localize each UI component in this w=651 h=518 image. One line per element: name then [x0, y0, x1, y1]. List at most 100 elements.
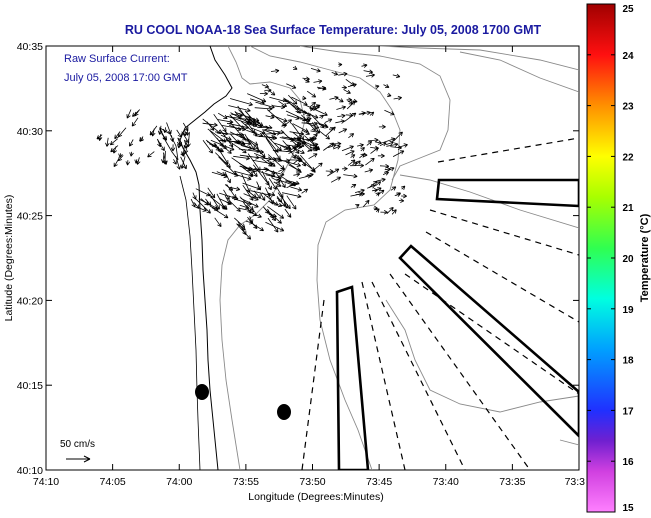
colorbar-tick-label: 20	[622, 254, 634, 265]
current-vector	[297, 108, 319, 119]
current-vector	[319, 114, 324, 119]
y-tick-label: 40:35	[17, 41, 43, 53]
current-vector	[217, 112, 228, 119]
current-vector	[344, 112, 357, 122]
colorbar-tick-label: 22	[622, 152, 634, 163]
current-vector	[290, 186, 303, 192]
current-vector	[305, 172, 314, 178]
current-vector	[215, 152, 231, 168]
current-vector	[237, 207, 255, 214]
current-vector	[267, 208, 274, 219]
x-tick-label: 73:3	[565, 476, 586, 488]
current-vector	[305, 122, 320, 129]
current-vector	[182, 122, 189, 132]
current-vector	[363, 69, 374, 74]
current-vector	[285, 119, 292, 126]
current-vector	[259, 91, 269, 96]
current-vector	[241, 173, 251, 193]
current-vector	[242, 184, 254, 201]
current-vector	[265, 187, 274, 205]
current-vector	[308, 153, 318, 160]
y-tick-label: 40:20	[17, 295, 43, 307]
colorbar-tick-label: 25	[622, 4, 634, 15]
current-vector	[324, 118, 333, 123]
current-vector	[268, 178, 277, 190]
current-vector	[139, 136, 144, 142]
current-vector	[285, 160, 302, 173]
current-vector	[327, 143, 337, 149]
current-vector	[228, 105, 251, 113]
current-vector	[286, 146, 297, 153]
current-vector	[294, 141, 302, 147]
current-vector	[350, 184, 357, 189]
current-vector	[304, 104, 328, 116]
current-vector	[392, 73, 401, 79]
current-vector	[338, 62, 343, 67]
current-vector	[284, 208, 292, 218]
current-vector	[192, 192, 197, 200]
current-vector	[113, 159, 119, 168]
current-vector	[234, 111, 260, 122]
current-vector	[207, 128, 227, 143]
current-vector	[105, 137, 110, 147]
current-vector	[195, 188, 211, 197]
current-vector	[382, 171, 390, 176]
current-vector	[214, 144, 223, 153]
current-vector	[384, 109, 395, 116]
current-vector	[261, 83, 270, 89]
current-vector	[304, 116, 312, 122]
current-vector	[118, 153, 123, 158]
current-vector	[260, 156, 272, 161]
current-vector	[335, 119, 345, 124]
current-vector	[247, 93, 267, 103]
x-tick-label: 74:05	[99, 476, 125, 488]
current-vector	[282, 140, 291, 150]
current-vector	[276, 196, 283, 203]
current-vector	[244, 110, 256, 123]
colorbar-tick-label: 16	[622, 457, 634, 468]
current-vector	[338, 71, 348, 77]
current-vector	[314, 162, 323, 170]
current-vector	[307, 137, 315, 142]
current-vector	[169, 135, 175, 142]
current-vector	[236, 142, 261, 153]
current-vector	[231, 157, 251, 172]
current-vector	[343, 89, 351, 94]
current-vector	[292, 65, 298, 70]
current-vector	[239, 165, 259, 173]
y-tick-label: 40:30	[17, 126, 43, 138]
current-vector	[370, 145, 379, 151]
current-vector	[181, 145, 186, 157]
current-vector	[162, 152, 168, 165]
current-vector	[97, 134, 103, 141]
current-vector	[216, 137, 224, 148]
current-vector	[281, 123, 287, 129]
current-vector	[309, 101, 316, 108]
current-vector	[234, 111, 242, 120]
current-vector	[379, 142, 387, 147]
current-vector	[147, 151, 155, 158]
current-vector	[220, 134, 232, 141]
current-vector	[350, 163, 364, 168]
current-vector	[365, 157, 375, 166]
colorbar-tick-label: 15	[622, 503, 634, 514]
current-vector	[114, 131, 121, 140]
x-axis-ticks: 74:10 74:05 74:00 73:55 73:50 73:45 73:40 73:35…	[33, 46, 585, 488]
current-vector	[355, 204, 360, 209]
current-vector	[264, 88, 272, 93]
current-vector	[286, 182, 298, 189]
current-vector	[170, 144, 176, 152]
current-vector	[211, 171, 228, 179]
current-vector	[172, 159, 177, 165]
current-vector	[202, 118, 222, 135]
current-vector	[375, 140, 382, 145]
current-vector	[386, 142, 399, 148]
current-vector	[341, 145, 354, 152]
current-vector	[325, 126, 336, 137]
current-vector	[291, 146, 300, 154]
x-tick-label: 73:35	[499, 476, 525, 488]
current-vector	[372, 188, 378, 193]
current-vector	[278, 100, 287, 107]
current-vector	[109, 138, 118, 146]
current-vector	[131, 117, 139, 127]
